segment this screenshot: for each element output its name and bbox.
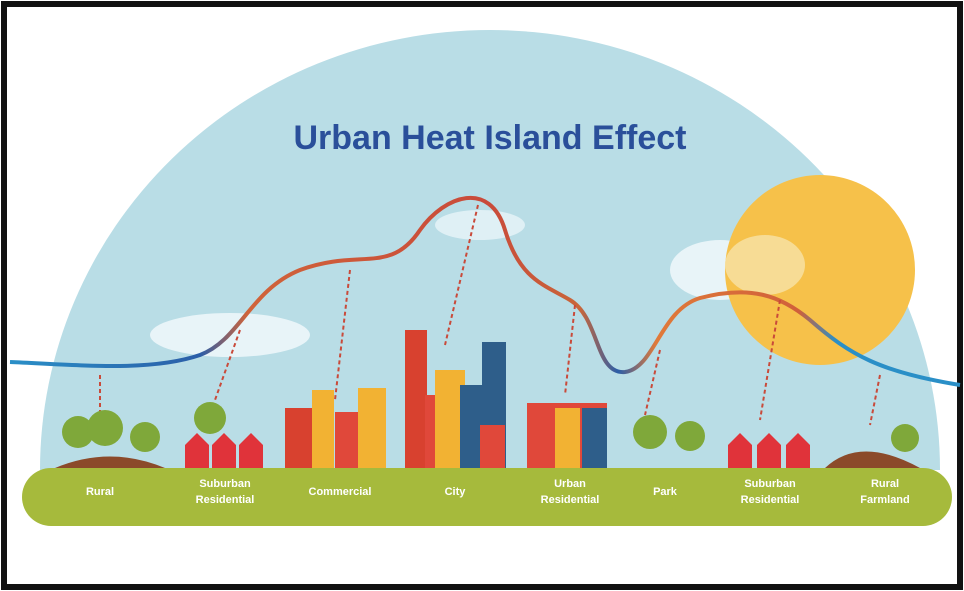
zone-label: Residential xyxy=(541,494,600,506)
zone-label: Commercial xyxy=(309,486,372,498)
zone-label: Farmland xyxy=(860,494,910,506)
zone-label: Suburban xyxy=(199,478,251,490)
zone-label: Residential xyxy=(741,494,800,506)
ground xyxy=(22,468,952,526)
zone-label: Rural xyxy=(86,486,114,498)
zone-label: Residential xyxy=(196,494,255,506)
infographic: Urban Heat Island Effect Rural Suburban Re… xyxy=(0,0,964,591)
zone-label: Park xyxy=(653,486,678,498)
zone-label: Suburban xyxy=(744,478,796,490)
sun-cloud xyxy=(725,235,805,295)
title: Urban Heat Island Effect xyxy=(294,119,687,157)
zone-label: Rural xyxy=(871,478,899,490)
zone-label: Urban xyxy=(554,478,586,490)
zone-label: City xyxy=(445,486,467,498)
